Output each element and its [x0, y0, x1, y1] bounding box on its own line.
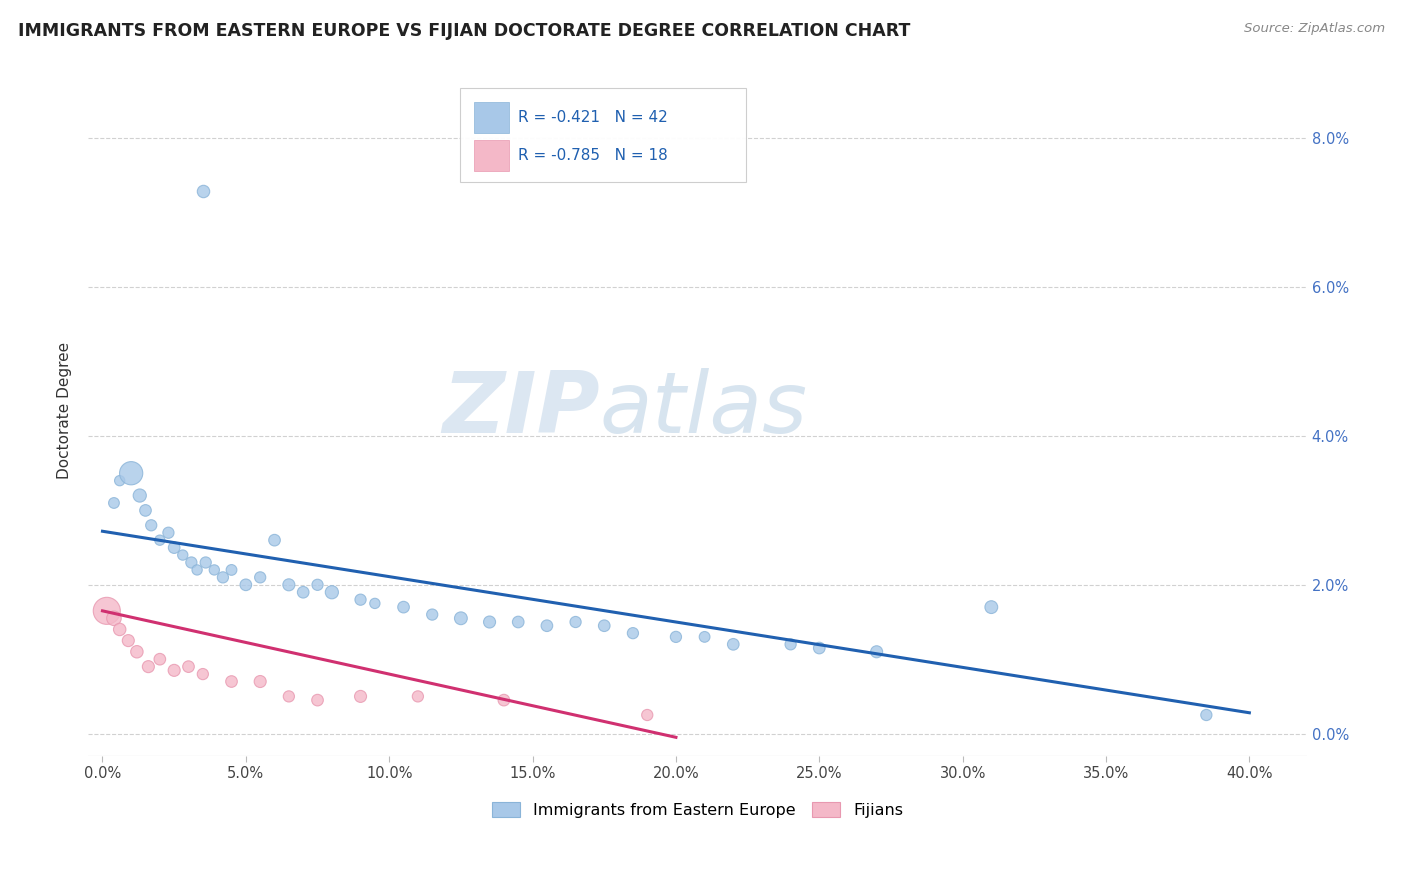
- Point: [292, 585, 315, 599]
- Point: [779, 637, 801, 651]
- Point: [141, 518, 163, 533]
- Point: [186, 563, 208, 577]
- Point: [194, 556, 217, 570]
- Point: [138, 659, 160, 673]
- Point: [693, 630, 716, 644]
- Point: [221, 563, 243, 577]
- Point: [307, 578, 329, 592]
- Point: [420, 607, 443, 622]
- Point: [163, 541, 186, 555]
- Point: [392, 600, 415, 615]
- Text: Source: ZipAtlas.com: Source: ZipAtlas.com: [1244, 22, 1385, 36]
- Point: [723, 637, 745, 651]
- Point: [492, 693, 515, 707]
- Point: [564, 615, 586, 629]
- Y-axis label: Doctorate Degree: Doctorate Degree: [58, 342, 72, 478]
- Point: [212, 570, 235, 584]
- Point: [406, 690, 429, 704]
- FancyBboxPatch shape: [460, 88, 747, 182]
- Point: [202, 563, 225, 577]
- Point: [636, 708, 658, 723]
- Point: [364, 596, 387, 610]
- Point: [128, 489, 150, 503]
- Point: [321, 585, 343, 599]
- Point: [665, 630, 688, 644]
- Point: [108, 623, 131, 637]
- Point: [235, 578, 257, 592]
- Point: [157, 525, 180, 540]
- Point: [103, 496, 125, 510]
- Point: [593, 618, 616, 632]
- Point: [221, 674, 243, 689]
- Point: [191, 667, 214, 681]
- Point: [277, 578, 299, 592]
- Text: R = -0.421   N = 42: R = -0.421 N = 42: [519, 110, 668, 125]
- Point: [621, 626, 644, 640]
- Point: [1195, 708, 1218, 723]
- Point: [349, 592, 371, 607]
- Point: [536, 618, 558, 632]
- Point: [263, 533, 285, 548]
- Text: IMMIGRANTS FROM EASTERN EUROPE VS FIJIAN DOCTORATE DEGREE CORRELATION CHART: IMMIGRANTS FROM EASTERN EUROPE VS FIJIAN…: [18, 22, 911, 40]
- Point: [808, 641, 831, 656]
- Point: [117, 633, 139, 648]
- Point: [134, 503, 156, 517]
- Point: [120, 467, 142, 481]
- Legend: Immigrants from Eastern Europe, Fijians: Immigrants from Eastern Europe, Fijians: [485, 795, 910, 824]
- Point: [149, 533, 172, 548]
- Point: [191, 184, 214, 198]
- Point: [149, 652, 172, 666]
- Point: [277, 690, 299, 704]
- Point: [177, 659, 200, 673]
- Text: ZIP: ZIP: [443, 368, 600, 451]
- FancyBboxPatch shape: [474, 140, 509, 171]
- FancyBboxPatch shape: [474, 102, 509, 133]
- Point: [349, 690, 371, 704]
- Point: [249, 674, 271, 689]
- Point: [478, 615, 501, 629]
- Point: [307, 693, 329, 707]
- Text: R = -0.785   N = 18: R = -0.785 N = 18: [519, 148, 668, 163]
- Point: [172, 548, 194, 562]
- Point: [163, 664, 186, 678]
- Point: [108, 474, 131, 488]
- Point: [450, 611, 472, 625]
- Point: [980, 600, 1002, 615]
- Point: [508, 615, 530, 629]
- Point: [249, 570, 271, 584]
- Point: [865, 645, 887, 659]
- Point: [180, 556, 202, 570]
- Point: [103, 611, 125, 625]
- Point: [125, 645, 148, 659]
- Point: [96, 604, 118, 618]
- Text: atlas: atlas: [600, 368, 808, 451]
